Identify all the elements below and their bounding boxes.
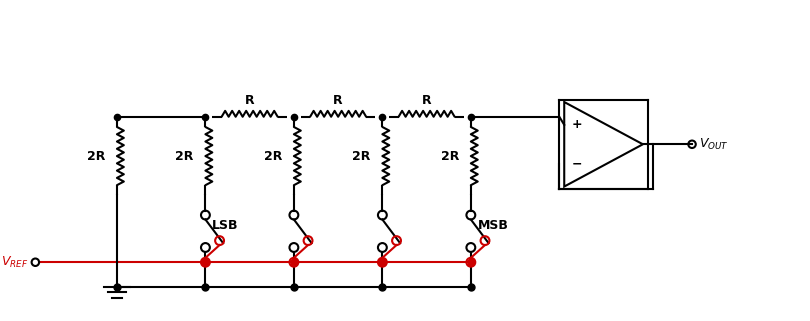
Text: 2R: 2R xyxy=(175,150,194,162)
Text: 2R: 2R xyxy=(441,150,459,162)
Text: +: + xyxy=(572,118,582,131)
Text: MSB: MSB xyxy=(478,219,509,232)
Text: −: − xyxy=(572,157,582,170)
Text: R: R xyxy=(334,94,343,107)
Text: 2R: 2R xyxy=(87,150,105,162)
Text: 2R: 2R xyxy=(264,150,282,162)
Text: LSB: LSB xyxy=(212,219,239,232)
Text: R: R xyxy=(422,94,432,107)
Text: $V_{REF}$: $V_{REF}$ xyxy=(1,255,28,270)
Text: R: R xyxy=(245,94,254,107)
Text: $V_{OUT}$: $V_{OUT}$ xyxy=(699,137,729,152)
Text: 2R: 2R xyxy=(352,150,370,162)
